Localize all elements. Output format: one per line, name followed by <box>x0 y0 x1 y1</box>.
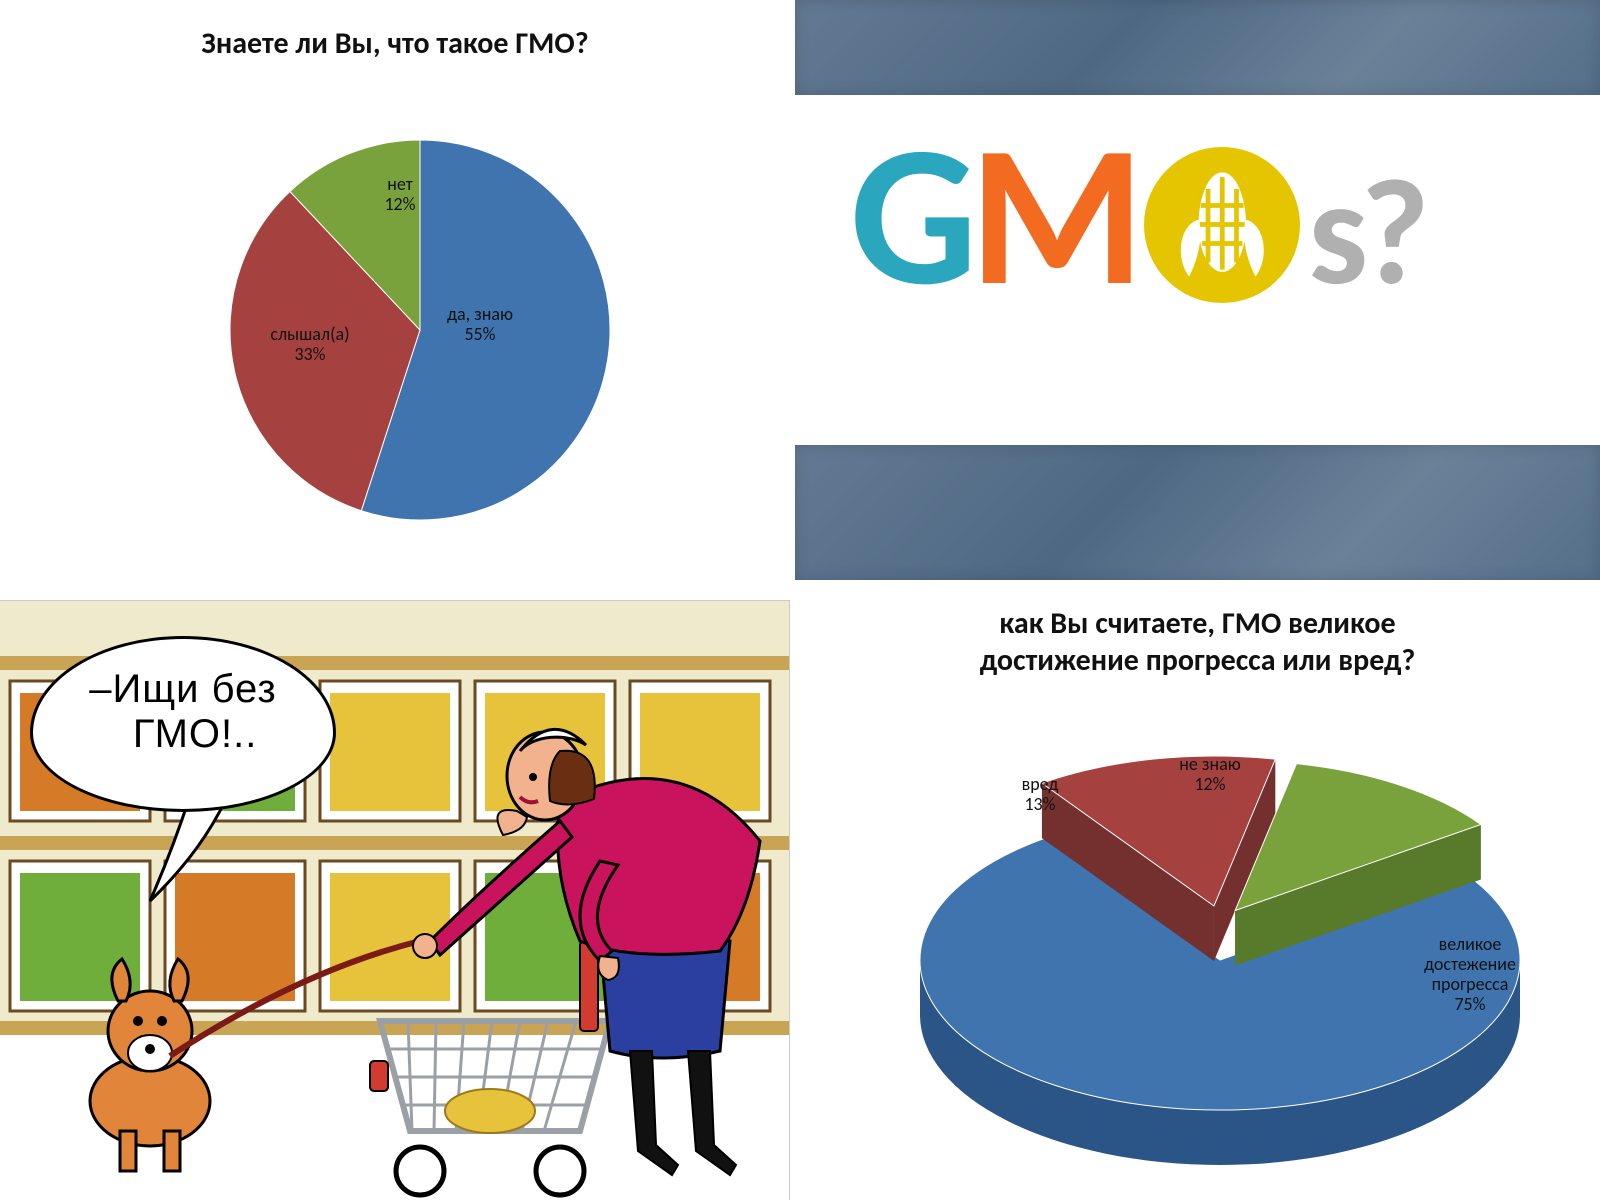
speech-text: –Ищи без ГМО!.. <box>33 639 333 757</box>
speech-bubble: –Ищи без ГМО!.. <box>30 636 336 812</box>
svg-text:нет: нет <box>387 173 413 195</box>
svg-text:великое: великое <box>1439 933 1502 955</box>
chart2-pie: великоедостежениепрогресса75% вред13% не з… <box>795 580 1600 1200</box>
svg-text:13%: 13% <box>1024 793 1055 815</box>
chart2-panel: как Вы считаете, ГМО великое достижение … <box>795 580 1600 1200</box>
svg-text:55%: 55% <box>464 323 495 345</box>
svg-text:вред: вред <box>1022 773 1059 795</box>
svg-text:да, знаю: да, знаю <box>447 303 513 325</box>
separator-top <box>795 0 1600 95</box>
chart1-pie: да, знаю55% слышал(а)33% нет12% <box>0 0 790 600</box>
separator-mid <box>795 445 1600 580</box>
svg-text:33%: 33% <box>294 343 325 365</box>
svg-text:12%: 12% <box>1194 773 1225 795</box>
gmos-panel: GM s? <box>795 95 1600 445</box>
cartoon-panel: –Ищи без ГМО!.. <box>0 600 790 1200</box>
svg-text:прогресса: прогресса <box>1432 973 1509 995</box>
svg-text:достежение: достежение <box>1424 953 1516 975</box>
gmos-logo: GM s? <box>850 115 1422 315</box>
svg-text:75%: 75% <box>1454 993 1485 1015</box>
svg-text:слышал(а): слышал(а) <box>270 323 349 345</box>
chart1-panel: Знаете ли Вы, что такое ГМО? да, знаю55%… <box>0 0 790 600</box>
svg-text:не знаю: не знаю <box>1179 753 1241 775</box>
svg-text:12%: 12% <box>384 193 415 215</box>
